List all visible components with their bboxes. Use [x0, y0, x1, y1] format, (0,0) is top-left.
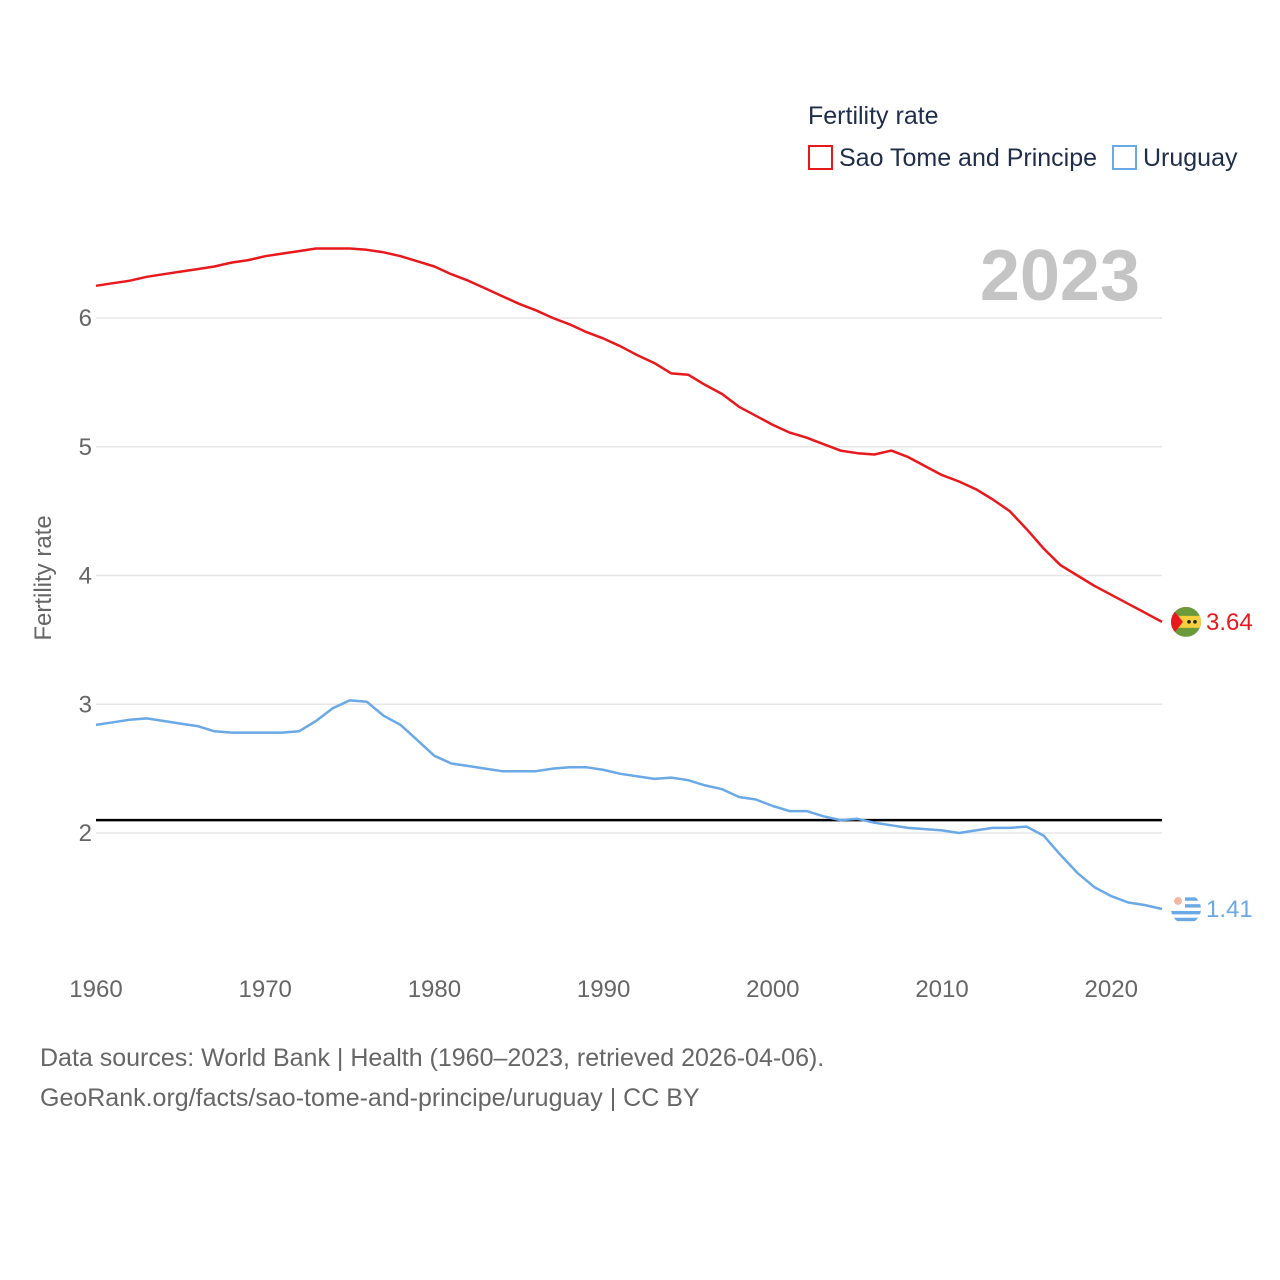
- x-tick-label-1960: 1960: [69, 976, 122, 1003]
- y-tick-label-5: 5: [79, 434, 92, 461]
- legend-swatch-uruguay: [1112, 145, 1137, 170]
- series-endpoints: 3.64 1.41: [1171, 606, 1253, 924]
- series-line-uruguay[interactable]: [95, 699, 1163, 911]
- legend-title: Fertility rate: [808, 102, 939, 130]
- flag-icon-uruguay: [1171, 893, 1201, 924]
- x-tick-label-2000: 2000: [746, 976, 799, 1003]
- footer-link[interactable]: GeoRank.org/facts/sao-tome-and-principe/…: [40, 1084, 700, 1112]
- x-tick-label-1980: 1980: [408, 976, 461, 1003]
- legend-item-sao-tome[interactable]: Sao Tome and Principe: [808, 144, 1097, 172]
- series-lines: [95, 247, 1163, 911]
- x-tick-label-2020: 2020: [1085, 976, 1138, 1003]
- year-label: 2023: [980, 236, 1140, 316]
- x-tick-label-1990: 1990: [577, 976, 630, 1003]
- legend: Fertility rate Sao Tome and Principe Uru…: [808, 102, 1238, 172]
- end-value-label-uruguay: 1.41: [1206, 896, 1253, 923]
- flag-icon-sao-tome: [1171, 606, 1201, 637]
- y-tick-label-4: 4: [79, 563, 92, 590]
- y-tick-label-3: 3: [79, 691, 92, 718]
- legend-label-sao-tome: Sao Tome and Principe: [839, 144, 1097, 172]
- end-value-label-sao-tome: 3.64: [1206, 609, 1253, 636]
- legend-swatch-sao-tome: [808, 145, 833, 170]
- footer-sources: Data sources: World Bank | Health (1960–…: [40, 1044, 825, 1072]
- legend-item-uruguay[interactable]: Uruguay: [1112, 144, 1238, 172]
- series-line-sao-tome[interactable]: [95, 247, 1163, 624]
- y-axis-ticks: 2 3 4 5 6: [79, 305, 92, 847]
- gridlines: [96, 317, 1162, 834]
- x-axis-ticks: 1960 1970 1980 1990 2000 2010 2020: [69, 976, 1138, 1003]
- y-axis-label: Fertility rate: [30, 515, 57, 640]
- y-tick-label-2: 2: [79, 820, 92, 847]
- legend-label-uruguay: Uruguay: [1143, 144, 1238, 172]
- y-tick-label-6: 6: [79, 305, 92, 332]
- x-tick-label-2010: 2010: [915, 976, 968, 1003]
- x-tick-label-1970: 1970: [239, 976, 292, 1003]
